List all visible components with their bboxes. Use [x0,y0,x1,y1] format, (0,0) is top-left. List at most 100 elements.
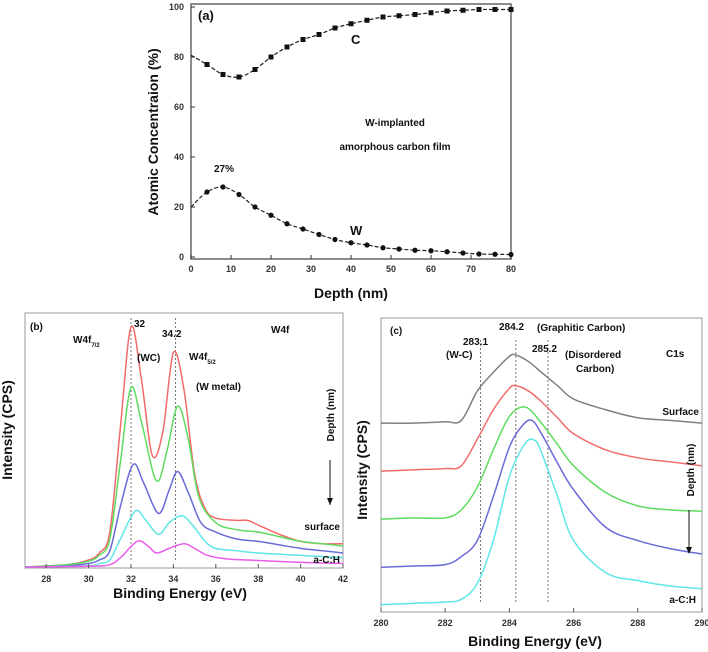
data-point-c [348,21,354,27]
spectrum-line-3 [380,406,703,520]
peak2-value-b: 34.2 [162,329,182,340]
region-label-b: W4f [271,325,290,336]
x-tick-label: 42 [338,574,348,584]
peak1-name-c: (W-C) [446,350,472,361]
y-tick-label-a: 20 [174,202,184,212]
peak2-name-c: (Graphitic Carbon) [537,323,625,334]
peak1-phase-b: (WC) [137,353,160,364]
data-point-w [316,231,322,238]
sample-title-line2: amorphous carbon film [339,142,450,153]
data-point-w [220,184,226,190]
data-point-w [380,245,386,251]
x-tick-label-a: 50 [386,264,396,274]
spectrum-line-2 [380,384,703,472]
peak-annotation: 27% [214,164,234,175]
x-axis-label-b: Binding Energy (eV) [113,585,247,601]
spectrum-line-1 [380,353,703,424]
ticks-c: 280 282 284 286 288 290 [373,608,708,628]
x-tick-label-a: 80 [506,264,516,274]
peak1-name-text: W4f [73,335,92,346]
peak2-phase-b: (W metal) [196,382,241,393]
peak1-name-b: W4f7/2 [73,335,100,349]
data-point-c [412,12,418,17]
x-axis-label-c: Binding Energy (eV) [468,633,602,649]
y-axis-label-b: Intensity (CPS) [0,380,15,480]
ticks-a: 0 10 20 30 40 50 60 70 80 0 20 40 60 80 100 [169,2,516,274]
surface-label-c: Surface [662,407,699,418]
x-tick-label: 282 [438,618,453,628]
data-point-w [252,204,258,210]
data-point-c [492,7,498,12]
data-point-c [284,44,290,50]
panel-c: 280 282 284 286 288 290 (c) 283.1 (W-C) 284.2… [354,317,708,649]
spectrum-line-1 [24,325,344,568]
panel-label-b: (b) [30,322,43,333]
x-tick-label: 36 [211,574,221,584]
spectrum-line-2 [24,385,344,568]
panel-a: 0 10 20 30 40 50 60 70 80 0 20 40 60 80 100 (a) C W 27… [145,2,516,301]
y-axis-label-c: Intensity (CPS) [354,420,370,520]
data-point-c [476,7,482,12]
y-tick-label-a: 100 [169,2,184,12]
spectrum-line-4 [380,419,703,569]
sample-title-line1: W-implanted [365,118,425,129]
series-b [24,325,344,568]
data-point-w [348,240,354,246]
peak3-name-line1: (Disordered [565,350,621,361]
y-tick-label-a: 40 [174,152,184,162]
y-tick-label-a: 80 [174,52,184,62]
series-c [380,353,703,606]
x-tick-label-a: 40 [346,264,356,274]
panel-label-a: (a) [198,8,214,23]
substrate-label-c: a-C:H [669,595,696,606]
peak2-name-text: W4f [189,352,208,363]
depth-label-b: Depth (nm) [326,389,337,442]
data-point-c [428,10,434,16]
data-point-c [268,54,274,60]
x-tick-label-a: 20 [266,264,276,274]
x-tick-label: 290 [694,618,708,628]
data-point-c [332,25,338,31]
data-point-w [236,191,242,198]
x-tick-label: 284 [502,618,517,628]
depth-label-c: Depth (nm) [686,444,697,497]
peak3-value-c: 285.2 [532,344,557,355]
spectrum-line-5 [380,438,703,606]
y-tick-label-a: 60 [174,102,184,112]
peak1-sub: 7/2 [91,343,100,349]
data-point-w [396,246,402,252]
panel-label-c: (c) [390,326,402,337]
data-point-w [284,221,290,227]
x-tick-label: 280 [373,618,388,628]
spectrum-line-5 [24,540,344,568]
data-point-c [364,17,370,23]
data-point-w [492,251,498,257]
data-point-w [428,248,434,254]
peak2-value-c: 284.2 [499,322,524,333]
x-tick-label: 40 [296,574,306,584]
data-point-w [444,249,450,255]
x-tick-label-a: 30 [306,264,316,274]
data-point-c [460,7,466,13]
spectrum-line-4 [24,509,344,568]
data-point-c [236,74,242,80]
data-point-w [300,226,306,232]
data-point-w [412,247,418,253]
data-point-c [252,67,258,72]
data-point-c [204,62,210,67]
x-tick-label: 30 [84,574,94,584]
data-point-w [268,212,274,218]
x-tick-label: 34 [168,574,178,584]
x-tick-label-a: 60 [426,264,436,274]
series-label-w: W [350,223,363,238]
y-tick-label-a: 0 [179,252,184,262]
x-tick-label: 28 [41,574,51,584]
ticks-b: 28 30 32 34 36 38 40 42 [41,564,348,584]
region-label-c: C1s [666,349,685,360]
data-point-c [380,14,386,20]
x-tick-label-a: 0 [188,264,193,274]
series-label-c: C [351,32,361,47]
data-point-w [204,189,210,195]
x-tick-label: 38 [253,574,263,584]
surface-label-b: surface [304,522,340,533]
